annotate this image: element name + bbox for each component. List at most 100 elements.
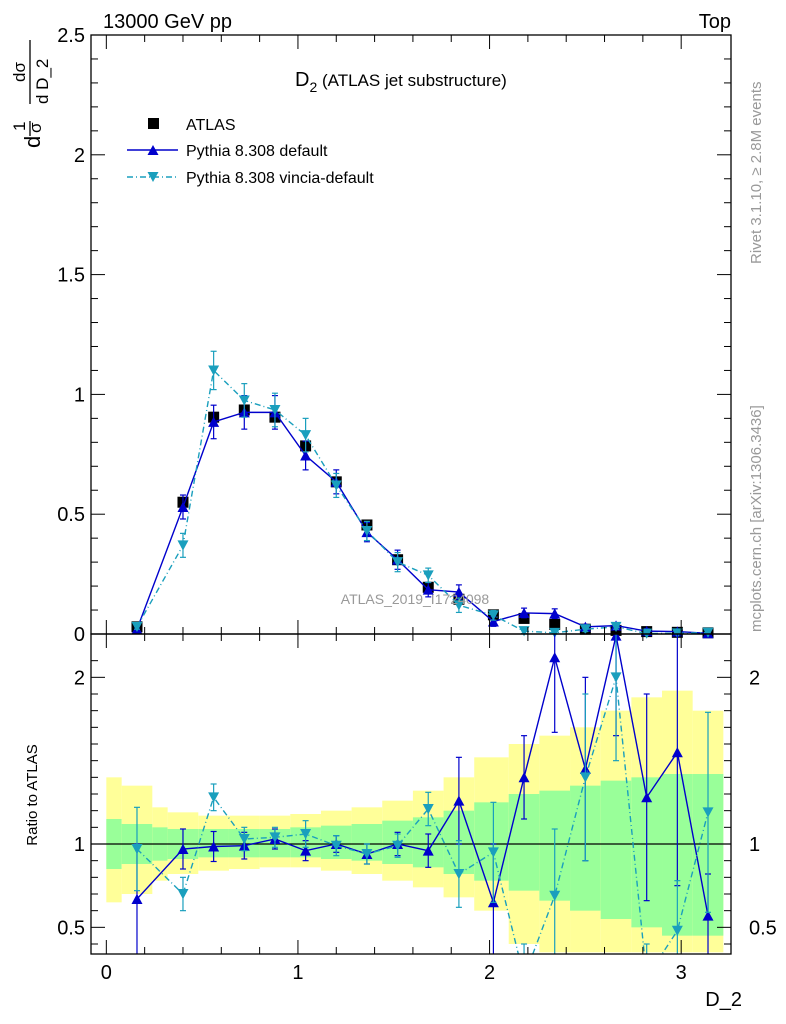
data-point [177, 540, 189, 551]
data-point [518, 612, 530, 624]
data-point [422, 845, 434, 856]
band-green-segment [600, 780, 632, 919]
legend-label-vincia: Pythia 8.308 vincia-default [186, 170, 374, 187]
main-y-tick-label: 1 [74, 384, 85, 406]
data-point [702, 627, 714, 638]
ratio-y-tick-label-right: 0.5 [749, 917, 777, 939]
data-point [392, 840, 404, 851]
data-point [177, 501, 189, 512]
data-point [453, 869, 465, 880]
data-point [579, 624, 591, 635]
data-point [549, 627, 561, 639]
data-point [487, 610, 499, 621]
data-point [453, 586, 465, 598]
energy-label: 13000 GeV pp [103, 11, 232, 33]
data-point [177, 889, 189, 900]
data-point [330, 480, 342, 491]
ylabel-one: 1 [10, 122, 29, 131]
data-point [269, 832, 281, 843]
data-point [518, 626, 530, 637]
ylabel-dD: d D_2 [33, 59, 52, 104]
data-point [330, 840, 342, 851]
ratio-y-axis-title: Ratio to ATLAS [24, 744, 41, 845]
data-point [131, 844, 143, 855]
legend-label-atlas: ATLAS [186, 117, 236, 134]
data-point [487, 616, 499, 627]
ratio-y-tick-label: 2 [74, 667, 85, 689]
data-point [487, 847, 499, 858]
data-point [579, 772, 591, 783]
ratio-y-tick-label-right: 1 [749, 834, 760, 856]
ylabel-d1: d [20, 136, 45, 148]
rivet-version-label: Rivet 3.1.10, ≥ 2.8M events [748, 82, 765, 265]
data-point [671, 747, 683, 758]
process-label: Top [699, 11, 731, 33]
data-point [208, 365, 220, 376]
x-tick-label: 0 [101, 962, 112, 984]
data-point [610, 672, 622, 683]
legend-marker-default [147, 145, 159, 155]
analysis-watermark: ATLAS_2019_I1724098 [341, 591, 490, 607]
data-point [518, 607, 530, 618]
main-y-tick-label: 1.5 [57, 265, 85, 287]
data-point [238, 395, 250, 406]
ylabel-sigma: σ [26, 122, 45, 133]
legend-marker-vincia [147, 172, 159, 182]
main-y-tick-label: 0.5 [57, 504, 85, 526]
mcplots-label: mcplots.cern.ch [arXiv:1306.3436] [748, 405, 765, 632]
ratio-y-tick-label: 1 [74, 834, 85, 856]
data-series [131, 350, 714, 954]
ylabel-dsigma: dσ [10, 62, 29, 82]
ratio-series-vincia [131, 634, 714, 954]
series-pythia-vincia [131, 350, 714, 639]
ratio-clipped-group [131, 634, 714, 954]
data-point [422, 584, 434, 595]
data-point [549, 890, 561, 901]
data-point [453, 600, 465, 611]
data-point [702, 910, 714, 921]
main-y-tick-label: 0 [74, 624, 85, 646]
data-point [361, 526, 373, 537]
data-point [549, 652, 561, 663]
x-axis-title: D_2 [705, 989, 742, 1011]
data-point [269, 405, 281, 416]
x-tick-label: 1 [292, 962, 303, 984]
data-point [610, 621, 622, 633]
data-point [549, 608, 561, 619]
axes: 0 0.5 1 1.5 2 2.5 0.5 0.5 1 1 2 2 0 1 2 3 [57, 25, 777, 984]
data-point [300, 845, 312, 856]
main-y-tick-label: 2 [74, 145, 85, 167]
data-point [300, 829, 312, 840]
ratio-y-tick-label: 0.5 [57, 917, 85, 939]
data-point [131, 621, 143, 633]
main-y-tick-label: 2.5 [57, 25, 85, 47]
data-point [518, 772, 530, 783]
data-point [300, 430, 312, 441]
data-point [549, 618, 561, 630]
data-point [208, 841, 220, 852]
band-green-segment [474, 802, 509, 881]
x-tick-label: 2 [484, 962, 495, 984]
data-point [300, 450, 312, 461]
legend-label-default: Pythia 8.308 default [186, 143, 328, 160]
data-point [641, 792, 653, 803]
data-point [392, 557, 404, 568]
chart-title: D2 (ATLAS jet substructure) [295, 69, 507, 95]
data-point [702, 807, 714, 818]
ratio-y-tick-label-right: 2 [749, 667, 760, 689]
data-point [208, 792, 220, 803]
data-point [238, 834, 250, 845]
main-y-axis-title: d 1 σ dσ d D_2 [10, 40, 52, 148]
data-point [177, 843, 189, 854]
legend: ATLAS Pythia 8.308 default Pythia 8.308 … [127, 117, 374, 187]
data-point [422, 570, 434, 581]
data-point [361, 849, 373, 860]
data-point [453, 795, 465, 806]
data-point [422, 804, 434, 815]
legend-marker-atlas [148, 118, 159, 129]
data-point [131, 893, 143, 904]
data-point [671, 925, 683, 936]
data-point [208, 416, 220, 427]
x-tick-label: 3 [676, 962, 687, 984]
